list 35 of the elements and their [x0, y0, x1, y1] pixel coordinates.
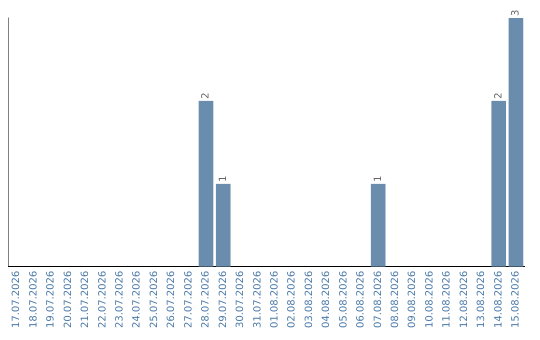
x-tick-label: 21.07.2026 [80, 270, 92, 328]
x-tick-label: 14.08.2026 [493, 270, 504, 328]
x-tick-label: 10.08.2026 [424, 270, 436, 328]
x-tick-label: 05.08.2026 [338, 270, 350, 328]
x-tick-label: 13.08.2026 [476, 270, 488, 328]
x-tick-label: 23.07.2026 [114, 270, 126, 328]
x-tick-label: 15.08.2026 [510, 270, 522, 328]
data-label: 1 [218, 175, 229, 182]
x-tick-label: 29.07.2026 [218, 270, 229, 328]
x-tick-label: 04.08.2026 [321, 270, 332, 328]
x-tick-label: 25.07.2026 [148, 270, 160, 328]
x-tick-label: 18.07.2026 [28, 270, 40, 328]
x-tick-label: 26.07.2026 [166, 270, 178, 328]
x-tick-label: 19.07.2026 [46, 270, 57, 328]
x-tick-label: 12.08.2026 [458, 270, 470, 328]
x-tick-label: 31.07.2026 [252, 270, 264, 328]
x-tick-label: 01.08.2026 [269, 270, 280, 328]
data-label: 2 [493, 92, 504, 99]
data-label: 2 [200, 92, 212, 99]
x-tick-label: 24.07.2026 [132, 270, 143, 328]
data-label: 3 [510, 10, 522, 16]
x-tick-label: 20.07.2026 [62, 270, 74, 328]
x-tick-label: 03.08.2026 [304, 270, 315, 328]
x-tick-label: 22.07.2026 [97, 270, 108, 328]
x-tick-label: 06.08.2026 [356, 270, 367, 328]
x-tick-label: 09.08.2026 [407, 270, 418, 328]
x-tick-label: 08.08.2026 [390, 270, 401, 328]
x-tick-label: 27.07.2026 [183, 270, 194, 328]
x-tick-label: 30.07.2026 [235, 270, 246, 328]
x-tick-label: 11.08.2026 [442, 270, 453, 328]
x-tick-label: 02.08.2026 [286, 270, 298, 328]
data-label: 1 [372, 175, 384, 182]
x-tick-label: 28.07.2026 [200, 270, 212, 328]
x-tick-label: 17.07.2026 [11, 270, 22, 328]
x-tick-label: 07.08.2026 [372, 270, 384, 328]
